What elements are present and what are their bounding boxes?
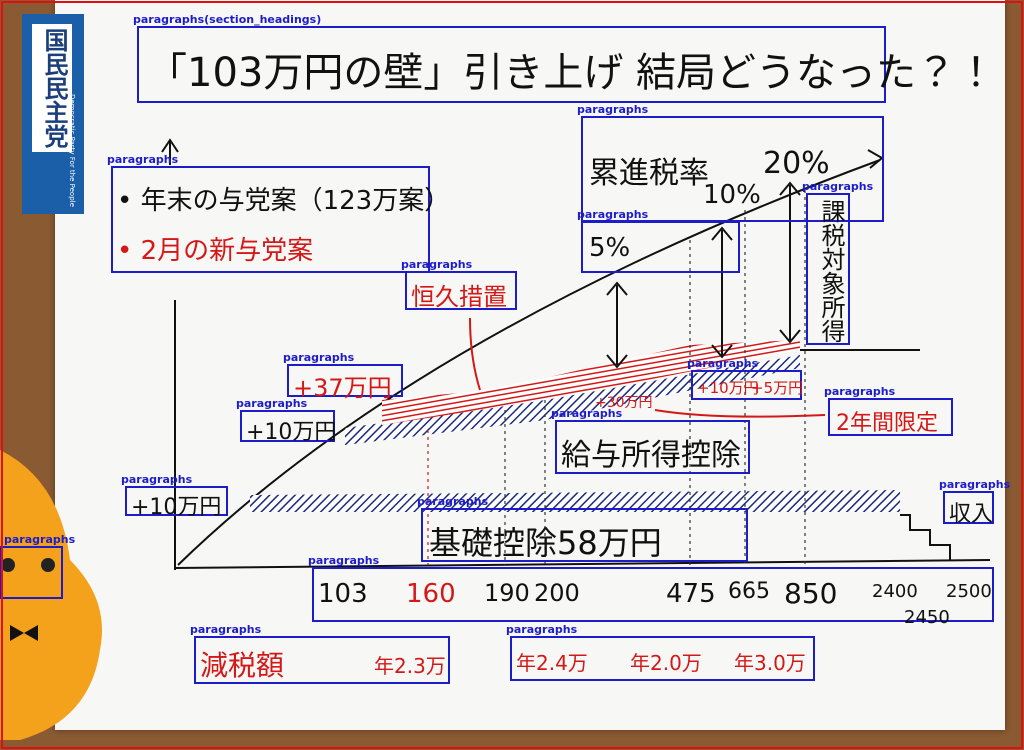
whiteboard [55, 0, 1005, 730]
text: +10万円 [131, 495, 222, 520]
region: paragraphs 年2.4万 年2.0万 年3.0万 [506, 623, 815, 681]
salary-deduction-band [345, 355, 800, 445]
text: 2年間限定 [836, 411, 938, 436]
text: 課税対象所得 [817, 199, 845, 343]
text: 基礎控除58万円 [429, 524, 662, 562]
region-label: paragraphs [551, 407, 623, 420]
text: 減税額 [200, 649, 285, 682]
region: paragraphs [0, 533, 75, 599]
arrows [469, 181, 951, 560]
text: +37万円 [293, 374, 392, 402]
region-label: paragraphs [107, 153, 179, 166]
region: paragraphs +37万円 [283, 351, 403, 402]
region: paragraphs 基礎控除58万円 [417, 495, 748, 562]
region: paragraphs 課税対象所得 [802, 180, 873, 345]
text: 20% [763, 146, 830, 181]
x-label: 103 [318, 579, 368, 609]
text: 年2.0万 [630, 651, 702, 675]
text: 5% [589, 233, 631, 263]
x-label: 2450 [904, 607, 950, 628]
text: +10万円 [246, 420, 337, 445]
text: 給与所得控除 [561, 438, 741, 473]
text: 年3.0万 [734, 651, 806, 675]
x-label: 160 [406, 579, 456, 609]
banner-title: 国民民主党 [32, 24, 72, 152]
dashed-guides [427, 190, 806, 565]
text: 収入 [949, 502, 994, 527]
basic-deduction-band [250, 490, 900, 512]
region: paragraphs +10万円 +5万円 [687, 357, 804, 400]
region: paragraphs 減税額 年2.3万 [190, 623, 450, 684]
region-label: paragraphs [190, 623, 262, 636]
x-label: 190 [484, 579, 530, 607]
region: paragraphs 給与所得控除 [551, 407, 750, 474]
x-label: 2500 [946, 581, 992, 602]
note: +30万円 [595, 395, 653, 411]
region: paragraphs(section_headings) 「103万円の壁」引き… [133, 13, 996, 103]
title: 「103万円の壁」引き上げ 結局どうなった？！ [147, 50, 997, 96]
text: • 2月の新与党案 [117, 236, 314, 266]
region: paragraphs • 年末の与党案（123万案） • 2月の新与党案 [107, 153, 450, 273]
region-label: paragraphs [577, 208, 649, 221]
region-label: paragraphs(section_headings) [133, 13, 322, 26]
region: paragraphs 収入 [939, 478, 1010, 527]
increase-band [382, 340, 800, 425]
text: +10万円 [697, 379, 759, 397]
region-label: paragraphs [283, 351, 355, 364]
x-label: 850 [784, 577, 838, 610]
text: 恒久措置 [411, 283, 507, 311]
party-banner: 国民民主党 Democratic Party For the People [22, 14, 84, 214]
x-label: 665 [728, 579, 770, 604]
x-label: 2400 [872, 581, 918, 602]
text: 10% [703, 180, 761, 210]
region-label: paragraphs [506, 623, 578, 636]
region-label: paragraphs [236, 397, 308, 410]
region-label: paragraphs [939, 478, 1011, 491]
region: paragraphs +10万円 [121, 473, 228, 520]
region-label: paragraphs [824, 385, 896, 398]
region-label: paragraphs [401, 258, 473, 271]
x-label: 475 [666, 579, 716, 609]
region-label: paragraphs [308, 554, 380, 567]
region-label: paragraphs [417, 495, 489, 508]
banner-subtitle: Democratic Party For the People [68, 94, 76, 207]
text: +5万円 [751, 379, 804, 397]
region: paragraphs 2年間限定 [824, 385, 953, 436]
x-label: 200 [534, 579, 580, 607]
region-label: paragraphs [4, 533, 76, 546]
region: paragraphs 恒久措置 [401, 258, 517, 311]
region: paragraphs +10万円 [236, 397, 336, 445]
region-label: paragraphs [802, 180, 874, 193]
text: 年2.4万 [516, 651, 588, 675]
text: 年2.3万 [374, 654, 446, 678]
region-label: paragraphs [577, 103, 649, 116]
text: 累進税率 [589, 156, 709, 191]
region-label: paragraphs [687, 357, 759, 370]
region-label: paragraphs [121, 473, 193, 486]
region: paragraphs 5% [577, 208, 740, 273]
region: paragraphs 103 160 190 200 475 665 850 2… [308, 554, 994, 628]
text: • 年末の与党案（123万案） [117, 186, 451, 216]
